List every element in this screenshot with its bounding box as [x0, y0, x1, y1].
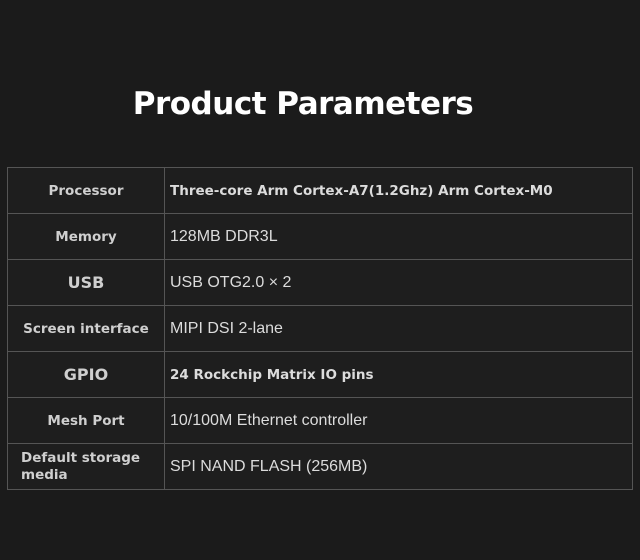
row-label: Memory — [7, 213, 165, 260]
row-label: Mesh Port — [7, 397, 165, 444]
table-row: Default storage media SPI NAND FLASH (256… — [7, 443, 633, 490]
row-label: Default storage media — [7, 443, 165, 490]
table-row: Processor Three-core Arm Cortex-A7(1.2Ghz… — [7, 167, 633, 214]
row-value: Three-core Arm Cortex-A7(1.2Ghz) Arm Cor… — [164, 167, 633, 214]
row-label: Processor — [7, 167, 165, 214]
row-value: 10/100M Ethernet controller — [164, 397, 633, 444]
page-title: Product Parameters — [132, 86, 474, 122]
table-row: GPIO 24 Rockchip Matrix IO pins — [7, 351, 633, 398]
row-label: GPIO — [7, 351, 165, 398]
table-row: Screen interface MIPI DSI 2-lane — [7, 305, 633, 352]
row-value: MIPI DSI 2-lane — [164, 305, 633, 352]
row-label: Screen interface — [7, 305, 165, 352]
table-row: Mesh Port 10/100M Ethernet controller — [7, 397, 633, 444]
table-row: USB USB OTG2.0 × 2 — [7, 259, 633, 306]
table-row: Memory 128MB DDR3L — [7, 213, 633, 260]
row-value: SPI NAND FLASH (256MB) — [164, 443, 633, 490]
row-value: 128MB DDR3L — [164, 213, 633, 260]
parameters-table: Processor Three-core Arm Cortex-A7(1.2Ghz… — [7, 167, 633, 490]
row-value: USB OTG2.0 × 2 — [164, 259, 633, 306]
row-value: 24 Rockchip Matrix IO pins — [164, 351, 633, 398]
row-label: USB — [7, 259, 165, 306]
